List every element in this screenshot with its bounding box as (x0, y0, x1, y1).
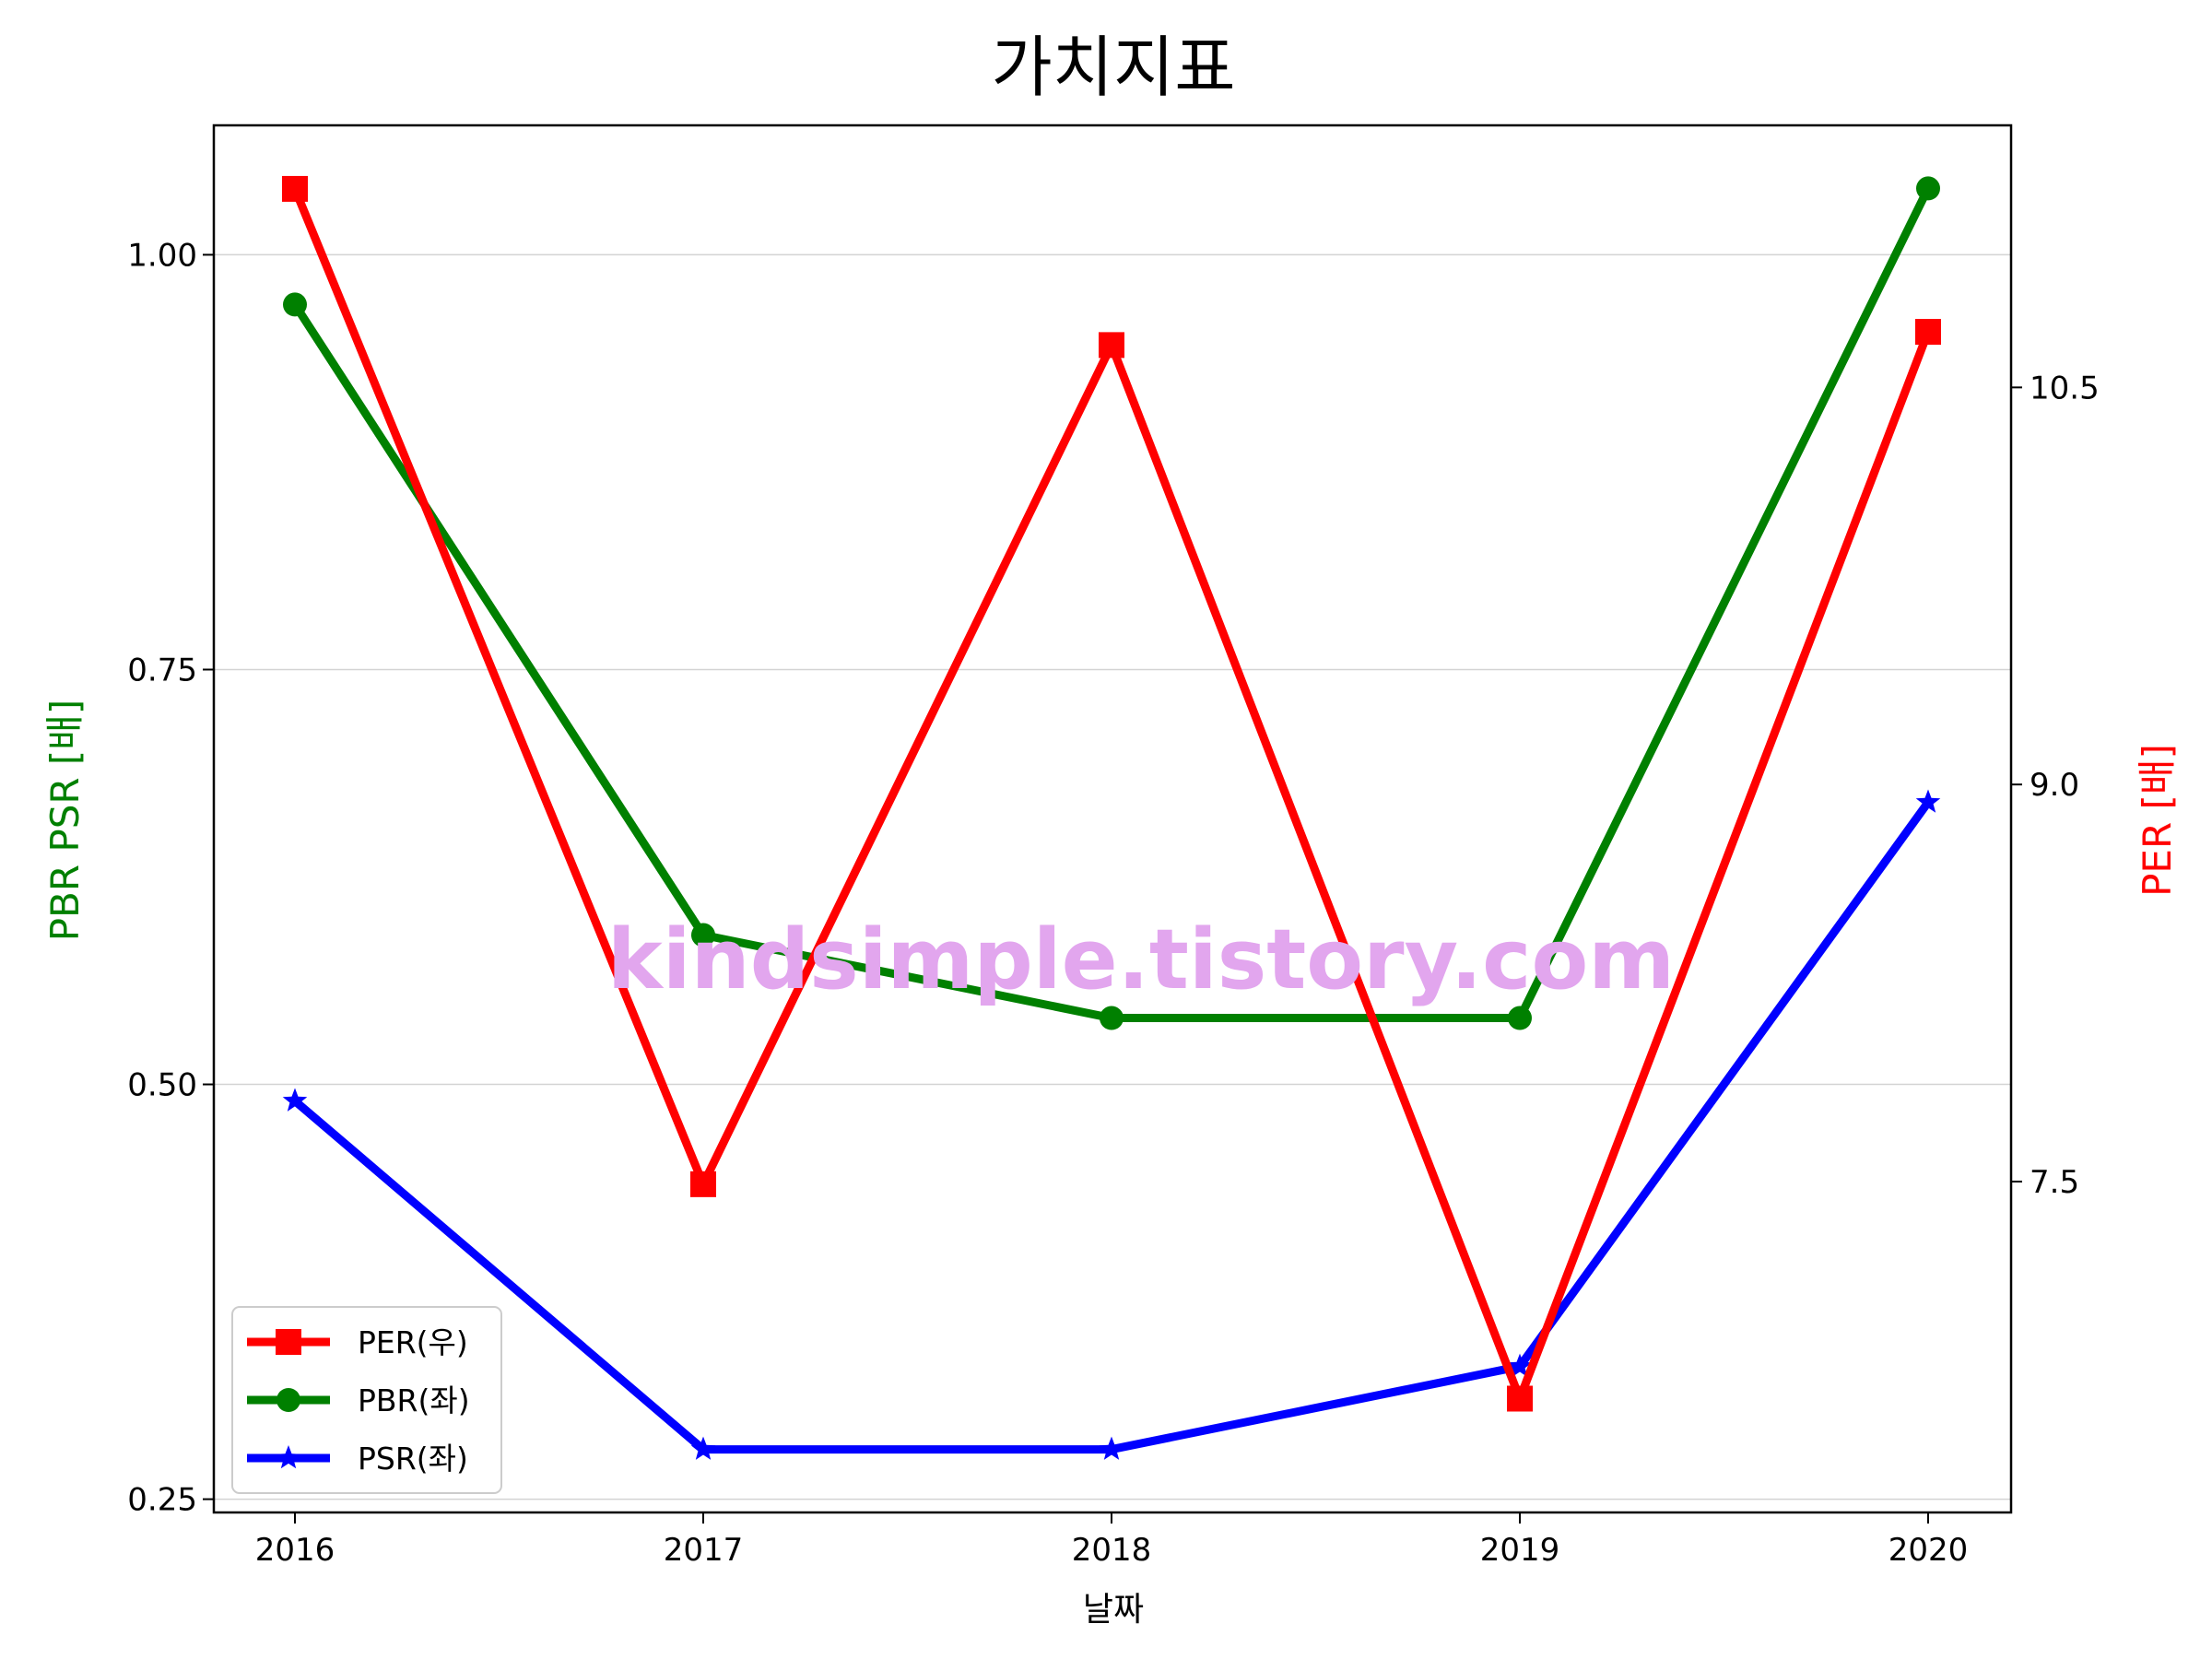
legend: PER(우) PBR(좌) PSR(좌) (231, 1306, 502, 1494)
legend-label: PER(우) (358, 1324, 468, 1360)
x-axis: 2016 2017 2018 2019 2020 (255, 1512, 1969, 1569)
legend-item-per: PER(우) (247, 1324, 468, 1360)
left-tick-label: 1.00 (127, 237, 197, 274)
right-tick-label: 10.5 (2030, 370, 2100, 406)
series-psr (282, 789, 1941, 1460)
right-tick-label: 7.5 (2030, 1164, 2079, 1201)
x-tick-label: 2017 (664, 1532, 744, 1569)
per-point (282, 175, 308, 202)
pbr-point (1508, 1006, 1532, 1030)
series-per (282, 175, 1941, 1412)
pbr-point (283, 292, 307, 317)
pbr-point (691, 923, 715, 947)
legend-marker (276, 1329, 301, 1355)
right-axis: 7.5 9.0 10.5 (2011, 370, 2100, 1201)
legend-label: PSR(좌) (358, 1441, 468, 1477)
left-tick-label: 0.25 (127, 1482, 197, 1519)
psr-point (282, 1088, 308, 1112)
x-tick-label: 2016 (255, 1532, 335, 1569)
legend-item-psr: PSR(좌) (247, 1441, 468, 1477)
pbr-point (1916, 176, 1940, 201)
legend-marker (276, 1445, 301, 1469)
pbr-point (1100, 1006, 1124, 1030)
legend-marker (276, 1388, 300, 1412)
watermark: kindsimple.tistory.com (607, 912, 1675, 1008)
right-axis-label: PER [배] (2135, 744, 2180, 897)
gridlines (214, 253, 2011, 1500)
left-axis: 0.25 0.50 0.75 1.00 (127, 237, 214, 1519)
per-point (1507, 1385, 1533, 1412)
psr-point (1099, 1436, 1124, 1460)
per-point (1915, 319, 1941, 346)
right-tick-label: 9.0 (2030, 767, 2079, 804)
x-tick-label: 2018 (1072, 1532, 1152, 1569)
left-axis-label: PBR PSR [배] (42, 700, 88, 942)
series-layer (282, 175, 1941, 1460)
x-tick-label: 2020 (1888, 1532, 1969, 1569)
per-point (690, 1171, 716, 1197)
legend-item-pbr: PBR(좌) (247, 1382, 470, 1418)
left-tick-label: 0.75 (127, 652, 197, 688)
series-pbr (283, 176, 1940, 1030)
x-tick-label: 2019 (1480, 1532, 1560, 1569)
legend-label: PBR(좌) (358, 1382, 470, 1418)
x-axis-label: 날짜 (1083, 1591, 1144, 1629)
chart-title: 가치지표 (992, 29, 1236, 106)
left-tick-label: 0.50 (127, 1067, 197, 1104)
psr-point (1915, 789, 1941, 813)
per-point (1099, 332, 1124, 359)
psr-point (690, 1436, 716, 1460)
psr-point (1507, 1353, 1533, 1377)
